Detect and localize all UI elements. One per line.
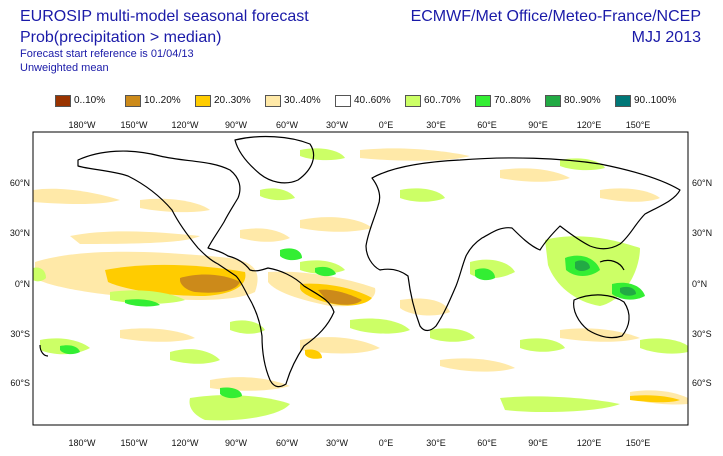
map-subtitle: Prob(precipitation > median) xyxy=(20,29,222,46)
lon-label: 30°W xyxy=(326,120,349,130)
lon-label: 180°W xyxy=(68,438,96,448)
legend-label: 0..10% xyxy=(74,95,106,106)
lat-label: 30°N xyxy=(10,228,30,238)
lon-label: 30°E xyxy=(426,120,446,130)
lon-label: 30°W xyxy=(326,438,349,448)
longitude-axis-top: 180°W 150°W 120°W 90°W 60°W 30°W 0°E 30°… xyxy=(68,120,650,130)
lon-label: 30°E xyxy=(426,438,446,448)
lon-label: 150°W xyxy=(120,438,148,448)
lat-label: 30°N xyxy=(692,228,712,238)
lon-label: 150°E xyxy=(626,120,651,130)
legend-label: 90..100% xyxy=(634,95,677,106)
lon-label: 90°E xyxy=(528,120,548,130)
coastlines xyxy=(39,135,681,388)
lon-label: 150°E xyxy=(626,438,651,448)
legend-swatch xyxy=(125,95,141,107)
legend-swatch xyxy=(475,95,491,107)
legend-swatch xyxy=(335,95,351,107)
lon-label: 120°W xyxy=(171,120,199,130)
legend-label: 80..90% xyxy=(564,95,601,106)
lon-label: 0°E xyxy=(379,438,394,448)
lat-label: 60°N xyxy=(692,178,712,188)
lon-label: 0°E xyxy=(379,120,394,130)
lon-label: 150°W xyxy=(120,120,148,130)
very-strong-above-median-areas xyxy=(575,260,636,296)
lat-label: 0°N xyxy=(692,279,707,289)
legend-label: 30..40% xyxy=(284,95,321,106)
lon-label: 60°W xyxy=(276,438,299,448)
lon-label: 180°W xyxy=(68,120,96,130)
producing-centres: ECMWF/Met Office/Meteo-France/NCEP xyxy=(410,8,701,25)
probability-shading xyxy=(33,135,688,421)
lat-label: 60°S xyxy=(10,378,30,388)
lat-label: 30°S xyxy=(692,329,712,339)
forecast-season: MJJ 2013 xyxy=(631,29,701,46)
lat-label: 0°N xyxy=(15,279,30,289)
lon-label: 60°W xyxy=(276,120,299,130)
lon-label: 90°W xyxy=(225,120,248,130)
map-title: EUROSIP multi-model seasonal forecast xyxy=(20,8,309,25)
latitude-axis-left: 60°N 30°N 0°N 30°S 60°S xyxy=(10,178,30,388)
lat-label: 30°S xyxy=(10,329,30,339)
legend-swatch xyxy=(265,95,281,107)
lon-label: 60°E xyxy=(477,120,497,130)
lon-label: 120°W xyxy=(171,438,199,448)
averaging-method: Unweighted mean xyxy=(20,62,109,74)
legend-swatch xyxy=(615,95,631,107)
lat-label: 60°N xyxy=(10,178,30,188)
legend-swatch xyxy=(545,95,561,107)
legend-label: 70..80% xyxy=(494,95,531,106)
lon-label: 60°E xyxy=(477,438,497,448)
legend-label: 10..20% xyxy=(144,95,181,106)
legend-label: 20..30% xyxy=(214,95,251,106)
legend-swatch xyxy=(405,95,421,107)
longitude-axis-bottom: 180°W 150°W 120°W 90°W 60°W 30°W 0°E 30°… xyxy=(68,438,650,448)
lon-label: 120°E xyxy=(577,438,602,448)
legend-label: 40..60% xyxy=(354,95,391,106)
legend-label: 60..70% xyxy=(424,95,461,106)
forecast-start-reference: Forecast start reference is 01/04/13 xyxy=(20,48,194,60)
lon-label: 90°W xyxy=(225,438,248,448)
lon-label: 90°E xyxy=(528,438,548,448)
map-frame xyxy=(32,131,689,426)
strong-below-median-areas xyxy=(180,274,362,305)
probability-legend: 0..10% 10..20% 20..30% 30..40% 40..60% 6… xyxy=(55,95,695,109)
lon-label: 120°E xyxy=(577,120,602,130)
lat-label: 60°S xyxy=(692,378,712,388)
legend-swatch xyxy=(195,95,211,107)
latitude-axis-right: 60°N 30°N 0°N 30°S 60°S xyxy=(692,178,712,388)
legend-swatch xyxy=(55,95,71,107)
